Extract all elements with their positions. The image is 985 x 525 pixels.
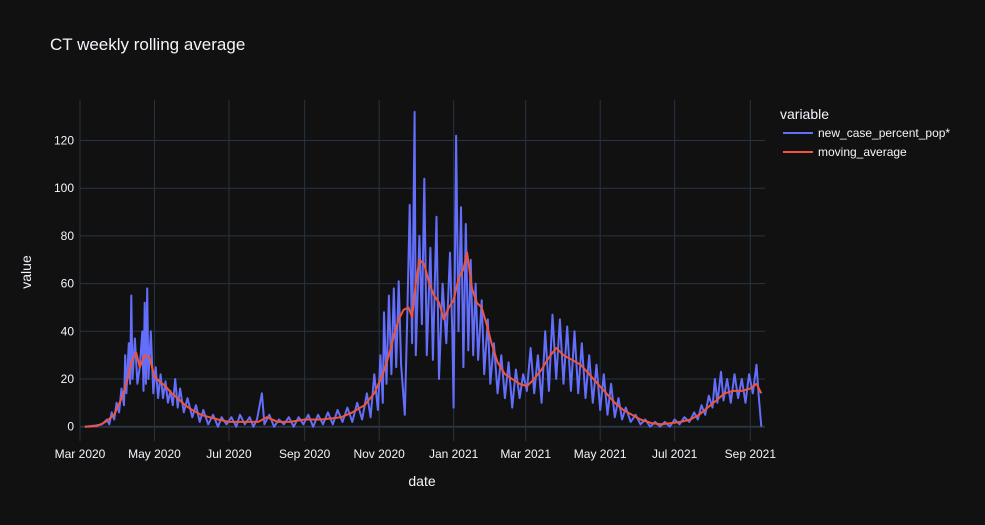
x-tick-label: Sep 2021 <box>725 447 777 461</box>
x-tick-label: Jul 2020 <box>206 447 252 461</box>
legend-label: new_case_percent_pop* <box>818 126 950 140</box>
x-tick-label: May 2021 <box>574 447 627 461</box>
y-tick-label: 20 <box>61 372 75 386</box>
y-axis-ticks: 0 20 40 60 80 100 120 <box>54 134 74 434</box>
x-tick-label: Sep 2020 <box>279 447 331 461</box>
x-axis-title: date <box>408 473 435 489</box>
x-tick-label: Jan 2021 <box>429 447 479 461</box>
y-tick-label: 0 <box>67 420 74 434</box>
x-axis-ticks: Mar 2020 May 2020 Jul 2020 Sep 2020 Nov 2020… <box>55 447 777 461</box>
chart-title: CT weekly rolling average <box>50 35 245 54</box>
x-tick-label: May 2020 <box>128 447 181 461</box>
y-tick-label: 120 <box>54 134 74 148</box>
x-tick-label: Mar 2021 <box>500 447 551 461</box>
legend-label: moving_average <box>818 145 907 159</box>
series-line-moving-average[interactable] <box>84 251 763 428</box>
y-tick-label: 60 <box>61 277 75 291</box>
series-line-new-case-percent-pop[interactable] <box>84 110 763 428</box>
y-tick-label: 40 <box>61 324 75 338</box>
legend-item[interactable]: moving_average <box>783 145 907 159</box>
legend[interactable]: variable new_case_percent_pop* moving_ave… <box>780 106 950 159</box>
x-tick-label: Nov 2020 <box>353 447 405 461</box>
x-tick-label: Jul 2021 <box>652 447 698 461</box>
y-axis-title: value <box>18 255 34 289</box>
legend-title: variable <box>780 106 829 122</box>
legend-item[interactable]: new_case_percent_pop* <box>783 126 950 140</box>
y-tick-label: 100 <box>54 181 74 195</box>
y-tick-label: 80 <box>61 229 75 243</box>
x-tick-label: Mar 2020 <box>55 447 106 461</box>
plot-area[interactable] <box>84 110 763 428</box>
